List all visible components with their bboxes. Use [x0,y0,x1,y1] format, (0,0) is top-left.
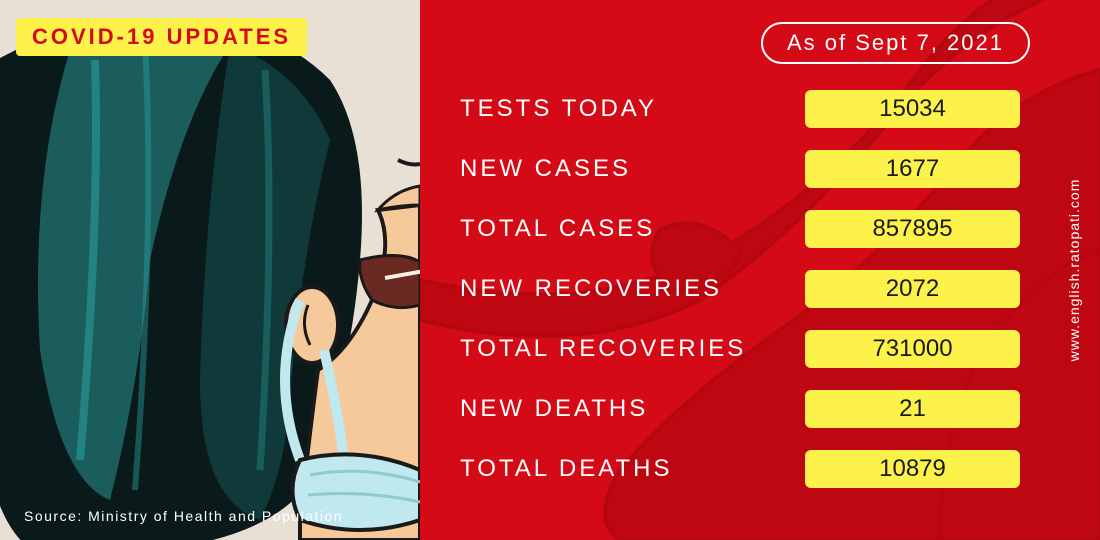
source-text: Source: Ministry of Health and Populatio… [24,508,343,524]
date-badge: As of Sept 7, 2021 [761,22,1030,64]
stats-list: TESTS TODAY 15034 NEW CASES 1677 TOTAL C… [460,90,1020,488]
stat-row-total-cases: TOTAL CASES 857895 [460,210,1020,248]
title-badge: COVID-19 UPDATES [16,18,307,56]
swab-test-illustration [0,0,420,540]
stat-row-new-recoveries: NEW RECOVERIES 2072 [460,270,1020,308]
stat-row-new-cases: NEW CASES 1677 [460,150,1020,188]
stat-row-total-recoveries: TOTAL RECOVERIES 731000 [460,330,1020,368]
stats-panel: As of Sept 7, 2021 TESTS TODAY 15034 NEW… [420,0,1100,540]
stat-label: NEW RECOVERIES [460,275,722,303]
date-text: As of Sept 7, 2021 [787,30,1004,55]
stat-value: 2072 [805,270,1020,308]
site-url: www.english.ratopati.com [1066,179,1082,362]
stat-label: NEW DEATHS [460,395,648,423]
stat-label: TOTAL RECOVERIES [460,335,746,363]
stat-label: TESTS TODAY [460,95,657,123]
stat-value: 857895 [805,210,1020,248]
stat-row-total-deaths: TOTAL DEATHS 10879 [460,450,1020,488]
title-text: COVID-19 UPDATES [32,24,291,49]
stat-value: 10879 [805,450,1020,488]
stat-row-new-deaths: NEW DEATHS 21 [460,390,1020,428]
stat-value: 15034 [805,90,1020,128]
left-illustration-panel: COVID-19 UPDATES Source: Ministry of Hea… [0,0,420,540]
stat-value: 1677 [805,150,1020,188]
stat-value: 21 [805,390,1020,428]
stat-label: NEW CASES [460,155,631,183]
site-url-text: www.english.ratopati.com [1066,179,1082,362]
stat-label: TOTAL DEATHS [460,455,672,483]
stat-row-tests-today: TESTS TODAY 15034 [460,90,1020,128]
stat-label: TOTAL CASES [460,215,655,243]
stat-value: 731000 [805,330,1020,368]
source-attribution: Source: Ministry of Health and Populatio… [24,508,343,524]
infographic-container: COVID-19 UPDATES Source: Ministry of Hea… [0,0,1100,540]
